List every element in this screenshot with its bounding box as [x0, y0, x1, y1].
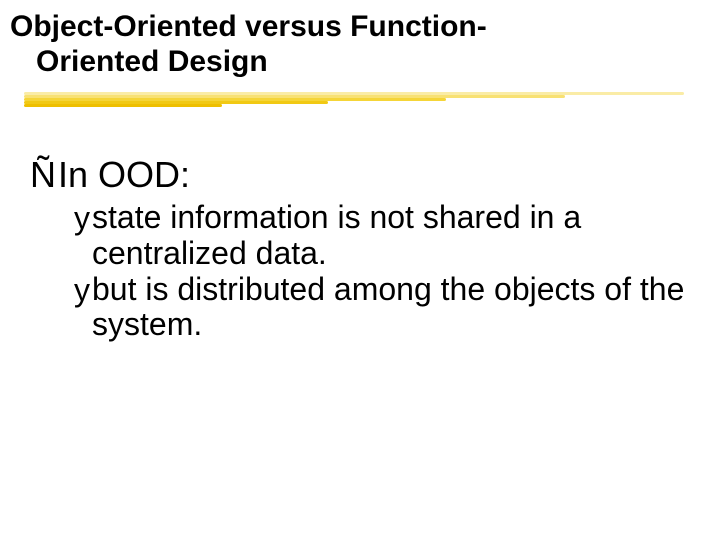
title-line-1: Object-Oriented versus Function- — [10, 10, 487, 43]
sub-bullet-text: but is distributed among the objects of … — [92, 272, 690, 344]
title-line-2: Oriented Design — [10, 45, 268, 78]
bullet-text: In OOD: — [58, 154, 690, 195]
slide: Object-Oriented versus Function- Oriente… — [0, 0, 720, 540]
bullet-level-2: ystate information is not shared in a ce… — [74, 200, 690, 272]
bullet-level-1: ÑIn OOD: — [30, 154, 690, 196]
sub-bullet-group: ystate information is not shared in a ce… — [74, 200, 690, 343]
sub-bullet-icon: y — [74, 272, 90, 309]
arrow-bullet-icon: Ñ — [30, 154, 56, 196]
sub-bullet-icon: y — [74, 200, 90, 237]
sub-bullet-text: state information is not shared in a cen… — [92, 200, 690, 272]
underline-stroke — [24, 104, 222, 107]
slide-title: Object-Oriented versus Function- Oriente… — [10, 10, 700, 79]
slide-body: ÑIn OOD:ystate information is not shared… — [30, 154, 690, 343]
bullet-level-2: ybut is distributed among the objects of… — [74, 272, 690, 344]
